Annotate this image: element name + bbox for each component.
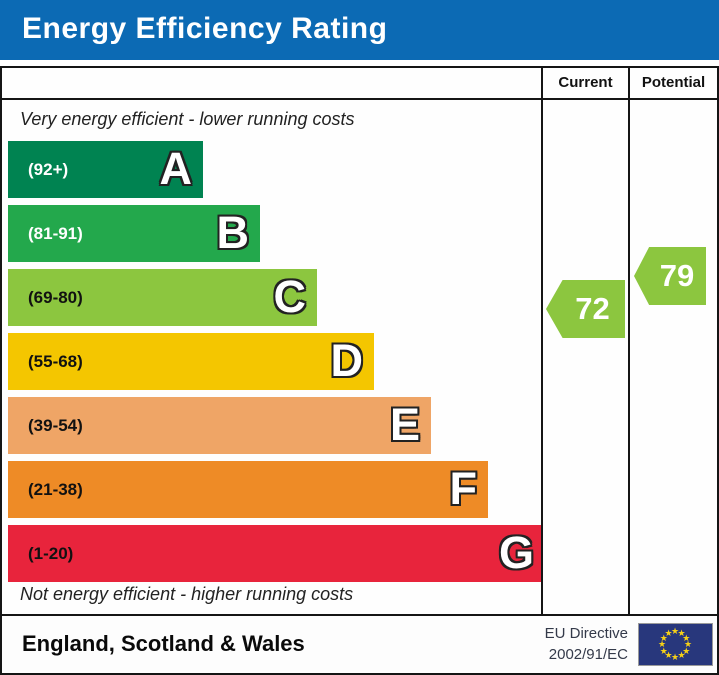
band-c: (69-80) C <box>8 269 317 326</box>
header-current-cell: Current <box>541 68 628 100</box>
band-range-label: (81-91) <box>28 223 83 243</box>
eu-flag-star: ★ <box>684 639 693 649</box>
eu-flag-star: ★ <box>677 650 686 661</box>
band-g: (1-20) G <box>8 525 541 582</box>
band-a: (92+) A <box>8 141 203 198</box>
eu-flag-star: ★ <box>658 639 667 649</box>
band-letter: F <box>449 462 478 514</box>
band-range-label: (69-80) <box>28 287 83 307</box>
rating-value: 72 <box>575 291 610 326</box>
header-potential-cell: Potential <box>628 68 717 100</box>
eu-flag-star: ★ <box>664 650 673 661</box>
band-range-label: (39-54) <box>28 415 83 435</box>
potential-column-label: Potential <box>641 74 706 91</box>
band-letter: E <box>389 398 420 450</box>
eu-flag-star: ★ <box>659 645 668 656</box>
band-letter: D <box>330 334 364 386</box>
footer-bar: England, Scotland & Wales EU Directive 2… <box>2 614 717 671</box>
eu-directive-line1: EU Directive <box>544 624 628 642</box>
potential-rating-arrow: 79 <box>634 247 706 305</box>
band-range-label: (1-20) <box>28 543 74 563</box>
eu-flag-star: ★ <box>671 652 680 662</box>
region-label: England, Scotland & Wales <box>22 630 305 656</box>
eu-flag-star: ★ <box>682 632 691 643</box>
eu-flag-icon: ★ ★ ★ ★ ★ ★ ★ ★ ★ ★ ★ ★ <box>638 623 713 666</box>
band-chart-area: Very energy efficient - lower running co… <box>2 100 541 614</box>
eu-flag-star: ★ <box>664 627 673 638</box>
band-letter: G <box>498 526 534 578</box>
band-range-label: (21-38) <box>28 479 83 499</box>
band-d: (55-68) D <box>8 333 374 390</box>
current-rating-arrow: 72 <box>546 280 625 338</box>
bottom-caption: Not energy efficient - higher running co… <box>20 584 354 604</box>
band-b: (81-91) B <box>8 205 260 262</box>
eu-flag-star: ★ <box>682 645 691 656</box>
potential-rating-column: 79 <box>628 100 717 614</box>
eu-flag-star: ★ <box>677 627 686 638</box>
band-e: (39-54) E <box>8 397 431 454</box>
rating-value: 79 <box>659 258 695 293</box>
band-range-label: (92+) <box>28 159 69 179</box>
band-letter: A <box>159 142 193 194</box>
eu-directive-line2: 2002/91/EC <box>548 645 628 663</box>
eu-flag-star: ★ <box>671 626 680 636</box>
band-letter: B <box>216 206 250 258</box>
band-range-label: (55-68) <box>28 351 83 371</box>
current-rating-column: 72 <box>541 100 628 614</box>
page-title: Energy Efficiency Rating <box>22 12 388 45</box>
current-column-label: Current <box>558 74 613 91</box>
top-caption: Very energy efficient - lower running co… <box>20 109 355 129</box>
title-bar: Energy Efficiency Rating <box>0 0 719 60</box>
eu-flag-star: ★ <box>659 632 668 643</box>
eu-directive-label: EU Directive 2002/91/EC <box>545 623 628 665</box>
band-letter: C <box>273 270 307 322</box>
rating-table: Current Potential Very energy efficient … <box>0 66 719 675</box>
header-spacer-cell <box>2 68 541 100</box>
band-f: (21-38) F <box>8 461 488 518</box>
